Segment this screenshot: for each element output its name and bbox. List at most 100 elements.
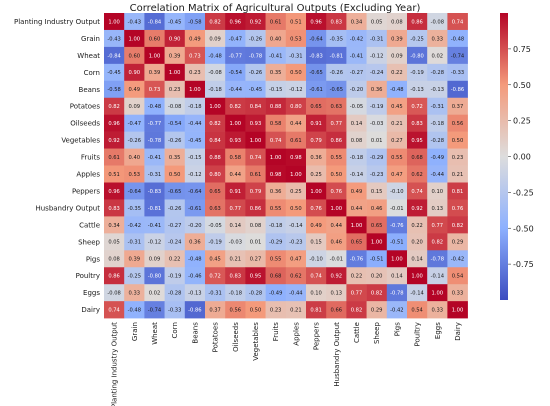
heatmap-cell <box>245 301 266 319</box>
heatmap-cell <box>104 250 125 268</box>
heatmap-cell <box>164 233 186 251</box>
heatmap-cell <box>346 199 367 217</box>
heatmap-cell <box>326 233 347 251</box>
heatmap-cell <box>427 131 448 149</box>
cell-value-label: -0.28 <box>249 291 262 297</box>
cell-value-label: 0.46 <box>331 240 343 246</box>
heatmap-cell <box>184 114 206 132</box>
cell-value-label: -0.14 <box>350 172 364 178</box>
cell-value-label: 1.00 <box>129 36 141 42</box>
cell-value-label: 0.09 <box>391 53 403 59</box>
cell-value-label: 1.00 <box>371 240 383 246</box>
cell-value-label: 0.50 <box>290 70 302 76</box>
colorbar-tick-label: -0.75 <box>513 260 534 269</box>
cell-value-label: 0.58 <box>270 121 282 127</box>
cell-value-label: -0.64 <box>128 189 142 195</box>
cell-value-label: 0.83 <box>108 206 120 212</box>
cell-value-label: -0.49 <box>431 155 444 161</box>
heatmap-cell <box>386 182 408 200</box>
cell-value-label: -0.28 <box>431 138 444 144</box>
y-tick-label: Poultry <box>76 272 100 280</box>
heatmap-cell <box>306 199 327 217</box>
heatmap-cell <box>265 233 287 251</box>
heatmap-cell <box>265 97 287 115</box>
heatmap-cell <box>265 199 287 217</box>
heatmap-cell <box>285 131 307 149</box>
cell-value-label: -0.45 <box>249 87 262 93</box>
heatmap-cell <box>205 148 226 166</box>
cell-value-label: 0.82 <box>432 240 444 246</box>
cell-value-label: -0.83 <box>148 189 161 195</box>
heatmap-cell <box>225 29 246 48</box>
heatmap-cell <box>306 131 327 149</box>
heatmap-cell <box>104 182 125 200</box>
cell-value-label: -0.18 <box>229 291 242 297</box>
x-tick-label: Corn <box>171 322 179 338</box>
heatmap-cell <box>447 165 468 183</box>
heatmap-cell <box>265 165 287 183</box>
cell-value-label: 0.09 <box>129 104 141 110</box>
heatmap-cell <box>386 131 408 149</box>
heatmap-cell <box>386 199 408 217</box>
heatmap-cell <box>245 216 266 234</box>
heatmap-cell <box>184 301 206 319</box>
cell-value-label: 0.21 <box>230 257 242 263</box>
cell-value-label: 0.45 <box>391 104 403 110</box>
heatmap-cell <box>407 148 428 166</box>
heatmap-cell <box>326 80 347 99</box>
cell-value-label: 0.49 <box>189 36 201 42</box>
heatmap-cell <box>225 250 246 268</box>
heatmap-cell <box>306 29 327 48</box>
cell-value-label: -0.27 <box>350 70 363 76</box>
cell-value-label: 0.44 <box>230 172 242 178</box>
cell-value-label: 0.36 <box>189 240 201 246</box>
cell-value-label: -0.28 <box>431 70 444 76</box>
x-tick-label: Oilseeds <box>232 322 240 352</box>
cell-value-label: 0.02 <box>149 291 161 297</box>
heatmap-cell <box>285 46 307 65</box>
heatmap-cell <box>205 182 226 200</box>
heatmap-cell <box>407 46 428 65</box>
cell-value-label: 0.93 <box>230 138 242 144</box>
cell-value-label: 0.49 <box>351 189 363 195</box>
heatmap-cell <box>326 301 347 319</box>
cell-value-label: 0.34 <box>108 223 120 229</box>
cell-value-label: 0.77 <box>230 206 242 212</box>
heatmap-cell <box>164 301 186 319</box>
cell-value-label: -0.76 <box>390 223 403 229</box>
cell-value-label: -0.08 <box>107 291 120 297</box>
cell-value-label: 0.47 <box>290 257 302 263</box>
cell-value-label: 0.47 <box>391 172 403 178</box>
cell-value-label: 0.96 <box>230 19 242 25</box>
y-tick-label: Dairy <box>81 306 100 314</box>
cell-value-label: 0.82 <box>371 291 383 297</box>
cell-value-label: 0.81 <box>310 308 322 314</box>
cell-value-label: -0.19 <box>410 70 423 76</box>
y-tick-label: Planting Industry Output <box>14 18 100 26</box>
heatmap-cell <box>366 114 388 132</box>
heatmap-cell <box>225 148 246 166</box>
heatmap-cell <box>326 250 347 268</box>
heatmap-cell <box>225 97 246 115</box>
heatmap-cell <box>386 114 408 132</box>
cell-value-label: 0.74 <box>310 274 322 280</box>
x-tick-label: Vegetables <box>252 322 260 361</box>
cell-value-label: 0.22 <box>391 70 403 76</box>
heatmap-cell <box>124 301 145 319</box>
heatmap-cell <box>184 80 206 99</box>
heatmap-cell <box>366 13 388 31</box>
cell-value-label: 0.35 <box>169 155 181 161</box>
heatmap-cell <box>427 29 448 48</box>
heatmap-cell <box>427 216 448 234</box>
cell-value-label: -0.19 <box>370 104 383 110</box>
cell-value-label: 0.01 <box>250 240 262 246</box>
cell-value-label: 1.00 <box>230 121 242 127</box>
heatmap-cell <box>104 301 125 319</box>
heatmap-cell <box>366 233 388 251</box>
cell-value-label: 0.50 <box>250 308 262 314</box>
heatmap-cell <box>427 199 448 217</box>
heatmap-cell <box>265 29 287 48</box>
heatmap-cell <box>104 13 125 31</box>
cell-value-label: -0.08 <box>208 70 221 76</box>
cell-value-label: 0.22 <box>169 257 181 263</box>
